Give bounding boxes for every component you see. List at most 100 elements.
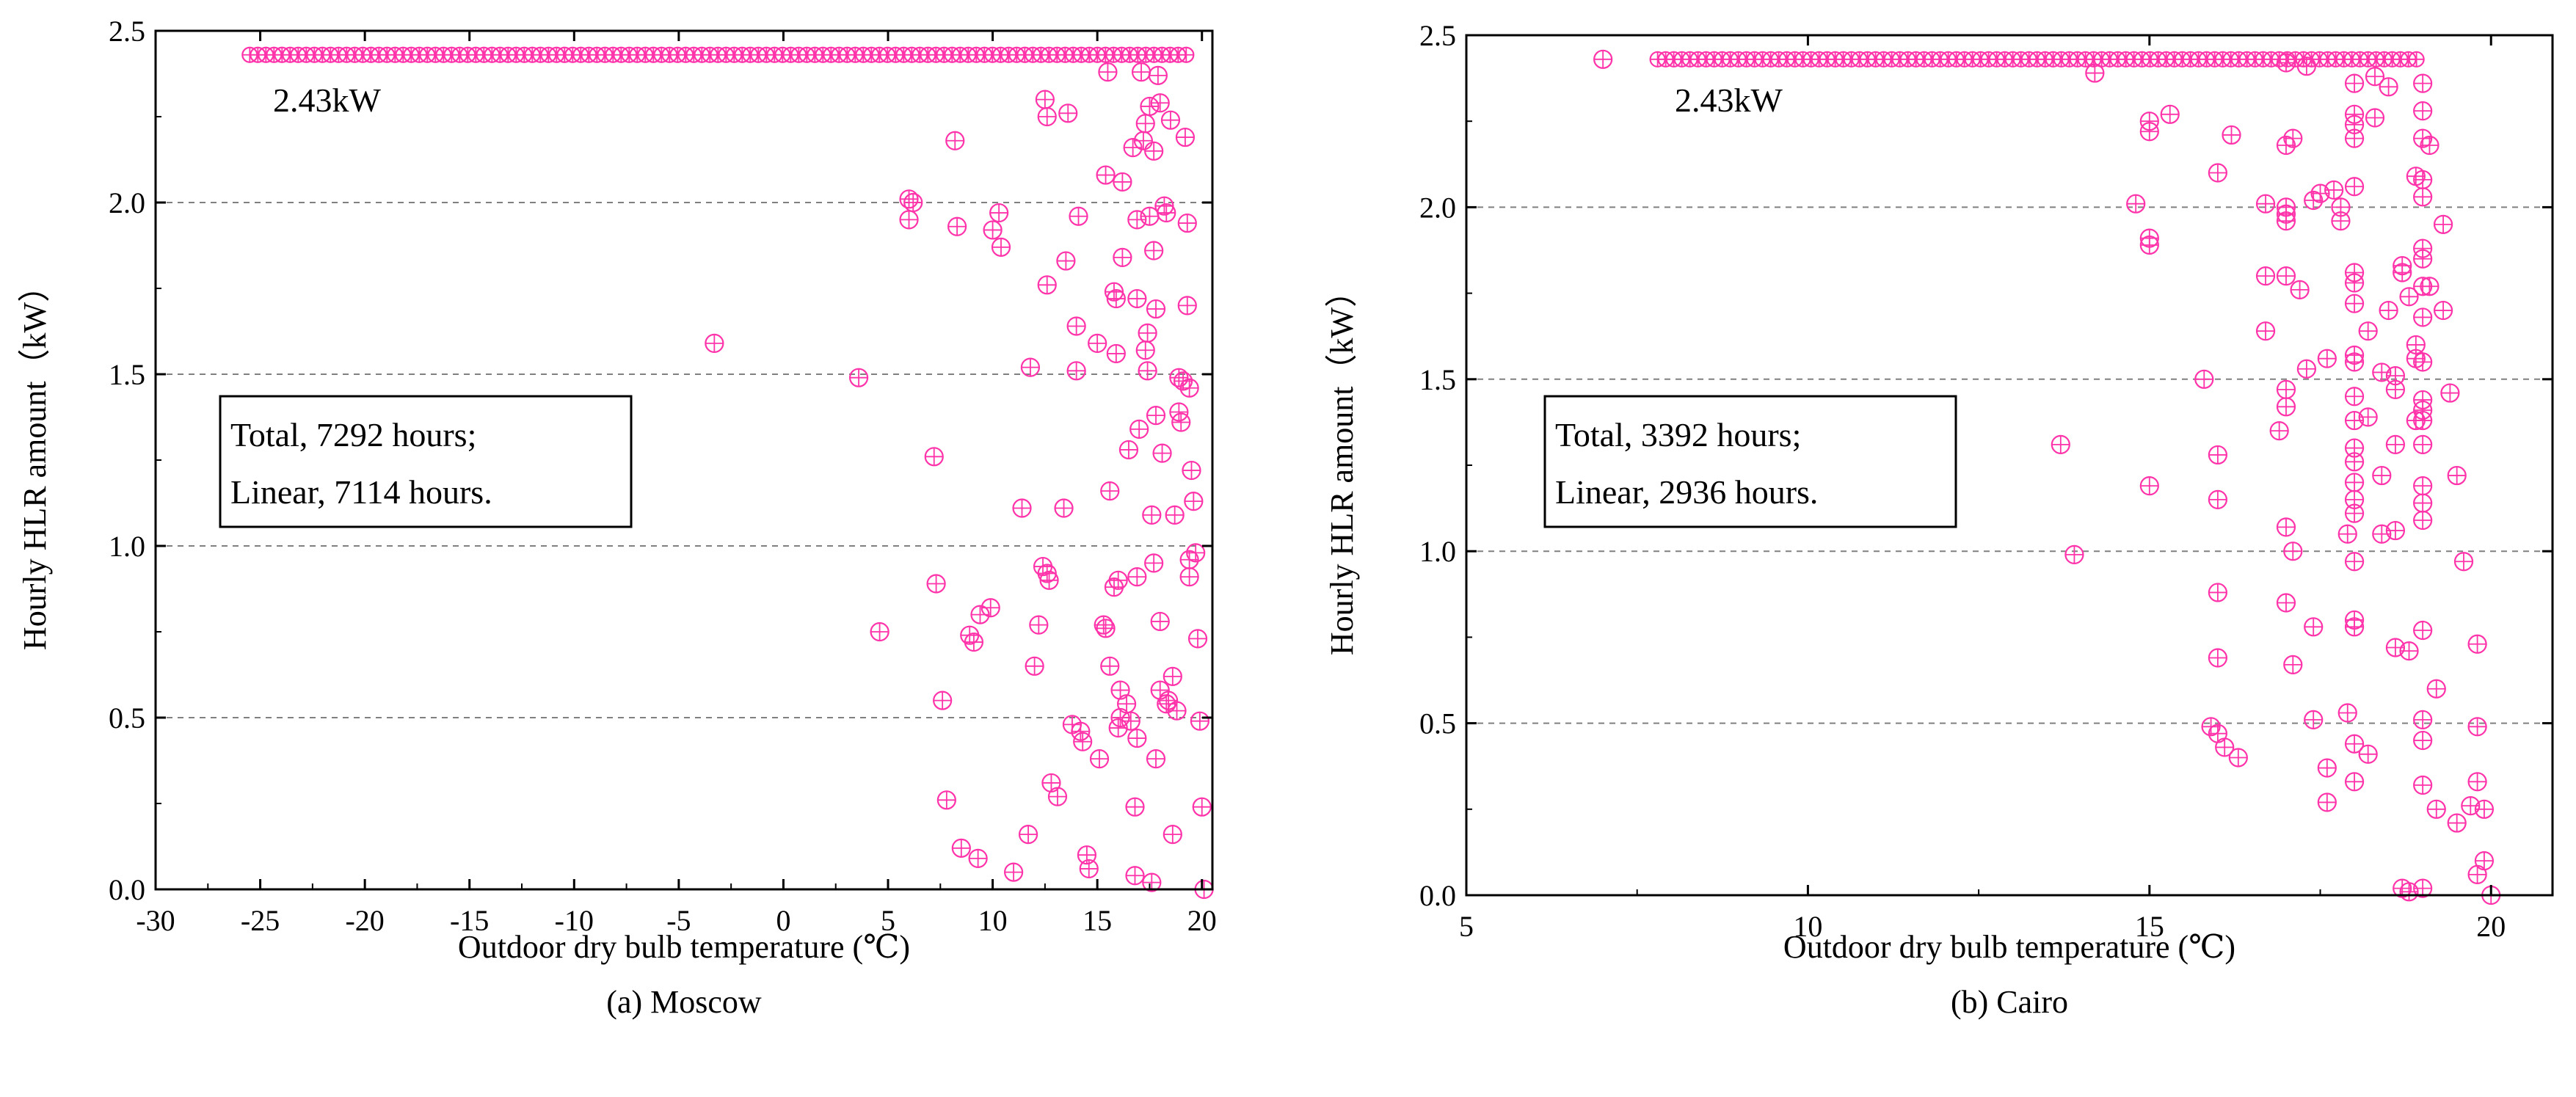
- data-point: [1073, 732, 1093, 751]
- data-point: [2344, 734, 2365, 754]
- data-point: [2317, 758, 2337, 778]
- y-tick-label: 0.5: [1419, 707, 1456, 740]
- data-point: [2276, 397, 2296, 417]
- data-point: [1029, 615, 1049, 635]
- summary-line: Linear, 2936 hours.: [1555, 473, 1818, 511]
- y-tick-label: 2.5: [1419, 19, 1456, 52]
- data-point: [2379, 77, 2398, 97]
- data-point: [2440, 383, 2460, 403]
- y-axis-title: Hourly HLR amount（kW）: [17, 270, 53, 650]
- data-point: [2344, 772, 2365, 792]
- x-tick-label: 5: [881, 904, 895, 937]
- x-tick-label: 10: [978, 904, 1008, 937]
- data-point: [2474, 851, 2495, 871]
- data-point: [2413, 73, 2433, 93]
- data-point: [2139, 235, 2159, 255]
- data-point: [1190, 711, 1209, 731]
- data-point: [1138, 361, 1157, 381]
- data-point: [1039, 570, 1059, 590]
- data-point: [1179, 550, 1199, 569]
- data-point: [2324, 180, 2344, 200]
- data-point: [2317, 792, 2337, 812]
- data-point: [2385, 434, 2406, 454]
- data-point: [2413, 170, 2433, 189]
- data-point: [989, 203, 1009, 223]
- data-point: [1110, 707, 1130, 728]
- data-point: [1089, 749, 1110, 769]
- x-tick-label: 5: [1459, 910, 1474, 943]
- data-point: [1169, 402, 1189, 422]
- data-point: [1047, 787, 1068, 806]
- data-point: [1179, 378, 1199, 398]
- data-point: [2228, 748, 2248, 768]
- data-point: [1163, 666, 1182, 686]
- max-value-markers: [241, 46, 1195, 63]
- max-value-annotation: 2.43kW: [1675, 81, 1783, 119]
- data-point: [1037, 106, 1057, 127]
- data-point: [2296, 359, 2317, 379]
- data-point: [2139, 122, 2159, 142]
- data-point: [2413, 128, 2433, 148]
- data-point: [1125, 797, 1145, 817]
- data-point: [2344, 452, 2365, 472]
- data-point: [1184, 492, 1204, 511]
- data-point: [2304, 710, 2324, 730]
- data-point: [2304, 617, 2324, 637]
- data-point: [870, 622, 889, 642]
- data-point: [2399, 641, 2419, 661]
- x-tick-label: 0: [776, 904, 790, 937]
- data-point: [1098, 62, 1118, 82]
- data-point: [1142, 505, 1162, 525]
- data-point: [1171, 412, 1191, 432]
- data-point: [2283, 655, 2303, 675]
- data-point: [2255, 321, 2276, 341]
- data-point: [2399, 287, 2419, 307]
- data-point: [2344, 128, 2365, 148]
- data-point: [1146, 406, 1166, 426]
- data-point: [2467, 864, 2487, 884]
- data-point: [2406, 349, 2426, 368]
- panel-moscow: 0.0 0.5 1.0 1.5 2.0 2.5 -30 -25 -20 -15 -10 -5 0 5 10 1…: [17, 15, 1217, 1020]
- data-point: [1108, 570, 1128, 590]
- data-point: [2331, 211, 2351, 231]
- x-axis-title: Outdoor dry bulb temperature (℃): [458, 929, 910, 965]
- data-point: [1133, 131, 1154, 150]
- y-tick-label: 0.0: [109, 873, 145, 906]
- data-point: [2420, 277, 2439, 296]
- data-point: [1135, 114, 1155, 134]
- data-point: [991, 237, 1011, 257]
- data-point: [980, 598, 1000, 618]
- data-point: [1096, 619, 1116, 638]
- data-point: [1144, 141, 1164, 161]
- data-point: [1131, 62, 1151, 82]
- x-tick-label: -30: [136, 904, 175, 937]
- data-point: [2413, 187, 2433, 207]
- data-point: [1088, 333, 1107, 353]
- summary-box: [1543, 395, 1957, 528]
- data-point: [2276, 517, 2296, 537]
- data-point: [1593, 49, 1613, 69]
- data-point: [1150, 611, 1170, 632]
- data-point: [2426, 679, 2446, 699]
- y-tick-label: 2.0: [1419, 191, 1456, 224]
- data-point: [2283, 542, 2303, 561]
- x-tick-label: 15: [2135, 910, 2164, 943]
- data-point: [2385, 379, 2406, 399]
- x-tick-label: -20: [345, 904, 384, 937]
- data-point: [1146, 299, 1166, 319]
- x-tick-label: -25: [241, 904, 280, 937]
- x-tick-label: -5: [666, 904, 691, 937]
- data-point: [2413, 249, 2433, 269]
- data-point: [2379, 300, 2398, 321]
- data-point: [2064, 544, 2084, 564]
- data-point: [2413, 620, 2433, 641]
- data-point: [1096, 165, 1116, 185]
- data-point: [1066, 361, 1086, 381]
- data-point: [1135, 340, 1155, 360]
- data-point: [926, 574, 946, 594]
- data-point: [2413, 352, 2433, 372]
- data-point: [2408, 51, 2425, 68]
- data-point: [2413, 710, 2433, 730]
- y-tick-label: 1.0: [1419, 535, 1456, 568]
- data-point: [1100, 656, 1120, 676]
